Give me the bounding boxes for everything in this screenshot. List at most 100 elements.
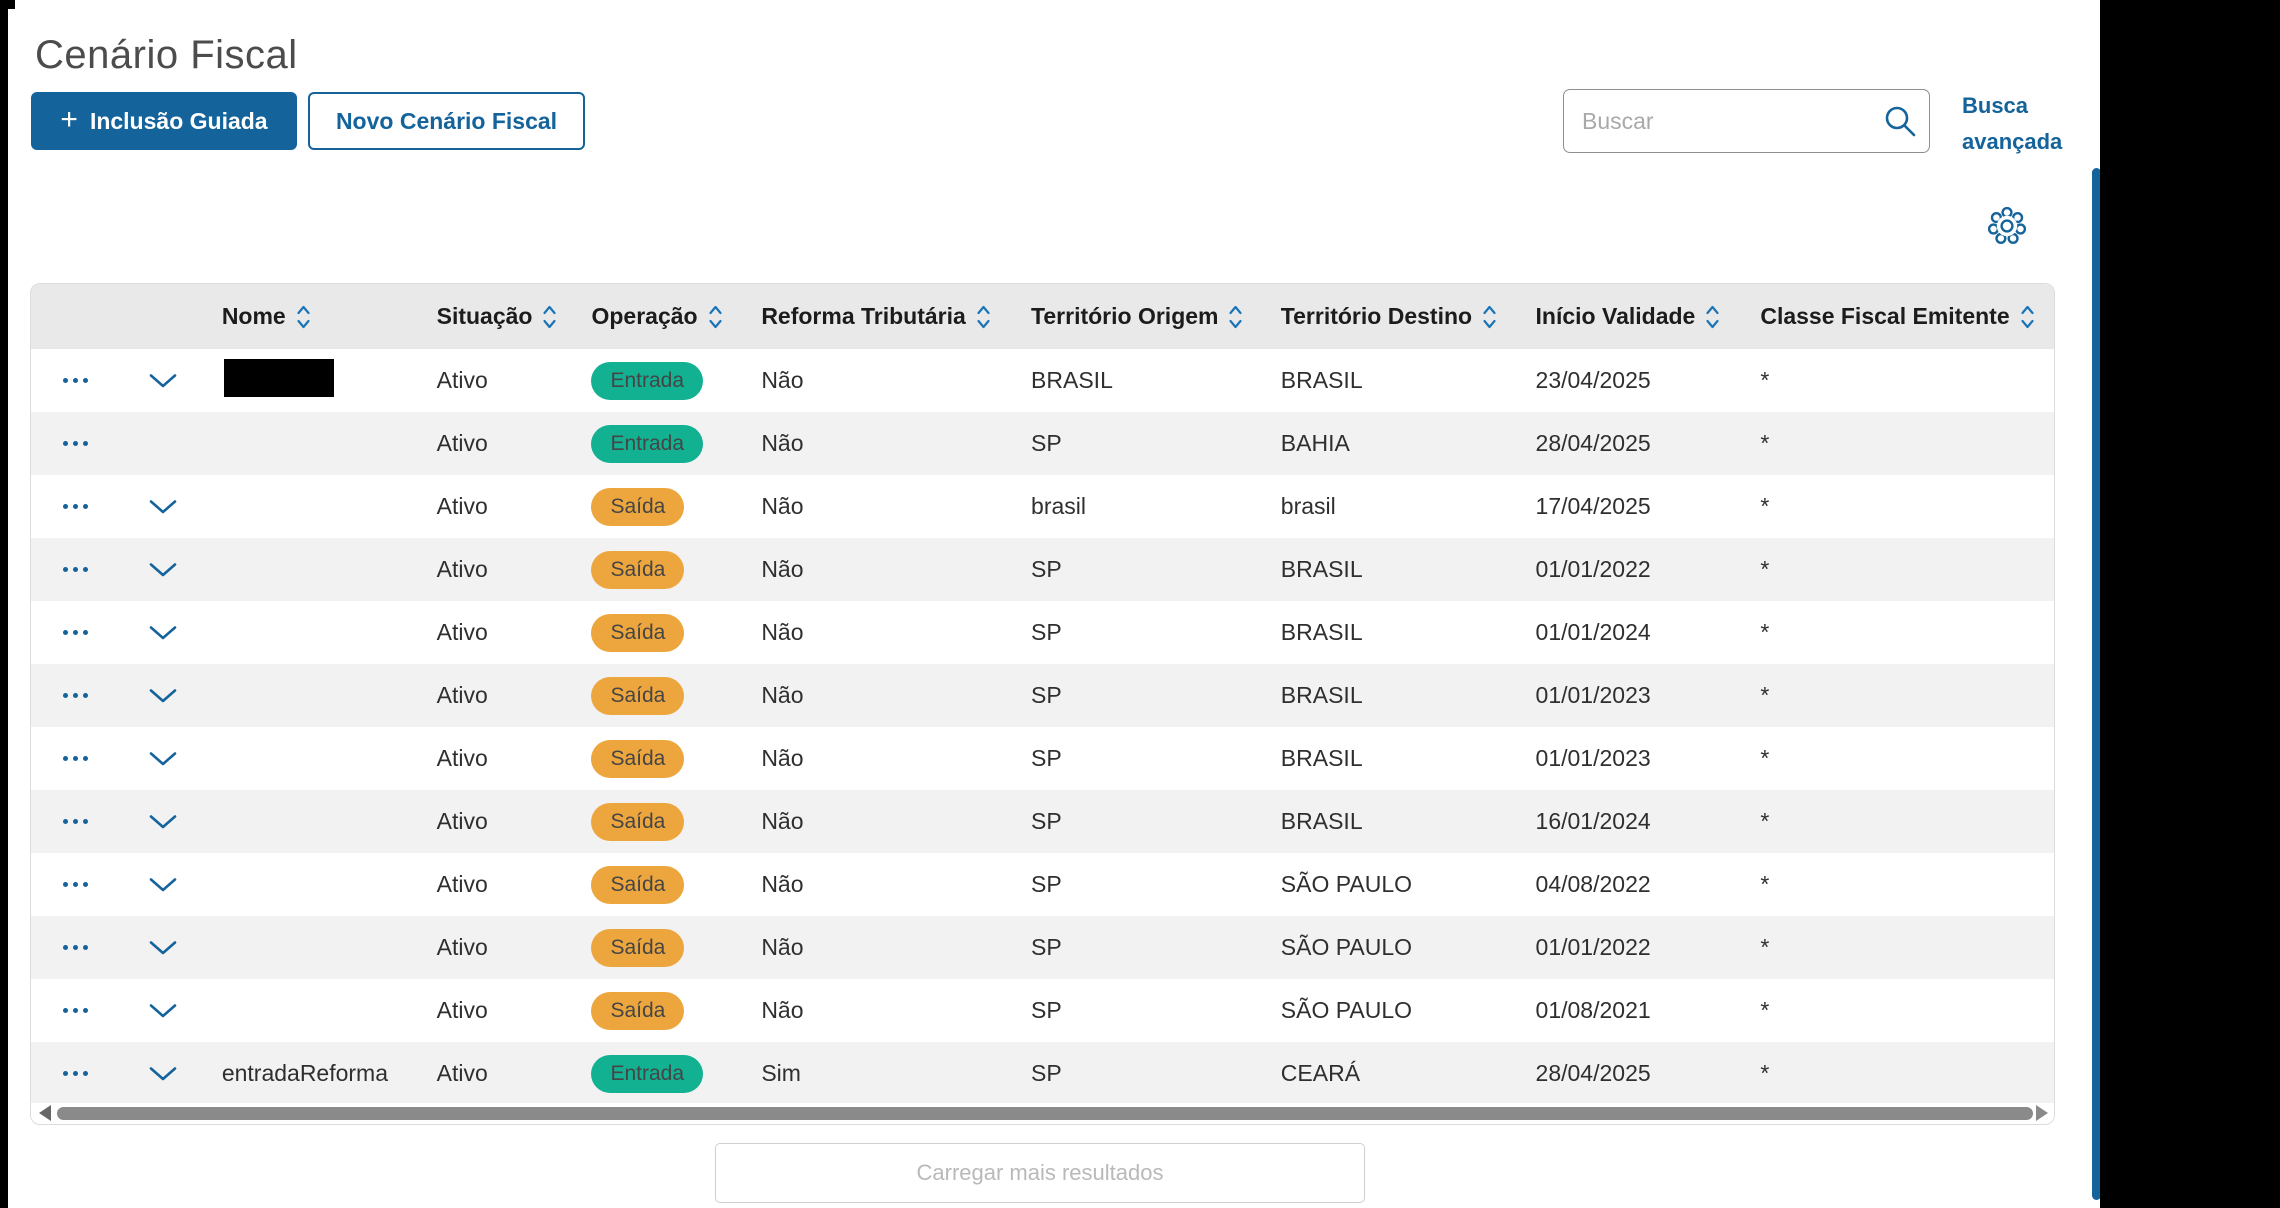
column-header-territory_origin[interactable]: Território Origem xyxy=(1015,303,1265,331)
search-input[interactable] xyxy=(1563,89,1930,153)
actions-cell xyxy=(31,624,121,641)
cell-territory_destination: SÃO PAULO xyxy=(1280,997,1413,1023)
sort-icon[interactable] xyxy=(1705,303,1720,331)
column-header-validity_start[interactable]: Início Validade xyxy=(1520,303,1745,331)
horizontal-scrollbar-thumb[interactable] xyxy=(57,1107,2033,1120)
more-options-icon[interactable] xyxy=(57,561,94,578)
cell-validity_start: 28/04/2025 xyxy=(1535,430,1651,456)
cell-territory_origin: brasil xyxy=(1031,493,1087,519)
chevron-down-icon[interactable] xyxy=(148,625,178,641)
column-header-issuer_fiscal_class[interactable]: Classe Fiscal Emitente xyxy=(1744,303,2054,331)
more-options-icon[interactable] xyxy=(57,876,94,893)
actions-cell xyxy=(31,1002,121,1019)
cell-territory_origin: SP xyxy=(1031,682,1062,708)
cell-issuer_fiscal_class: * xyxy=(1760,556,1770,582)
sort-icon[interactable] xyxy=(1482,303,1497,331)
expand-cell xyxy=(121,373,206,389)
cell-operation: Saída xyxy=(575,739,745,778)
more-options-icon[interactable] xyxy=(57,750,94,767)
sort-icon[interactable] xyxy=(296,303,311,331)
cell-territory_destination: BRASIL xyxy=(1280,556,1363,582)
sort-icon[interactable] xyxy=(542,303,557,331)
more-options-icon[interactable] xyxy=(57,1065,94,1082)
chevron-down-icon[interactable] xyxy=(148,373,178,389)
vertical-scrollbar-thumb[interactable] xyxy=(2092,168,2101,1200)
chevron-down-icon[interactable] xyxy=(148,751,178,767)
sort-icon[interactable] xyxy=(708,303,723,331)
cell-operation: Saída xyxy=(575,928,745,967)
cell-tax_reform: Não xyxy=(761,430,804,456)
more-options-icon[interactable] xyxy=(57,939,94,956)
more-options-icon[interactable] xyxy=(57,624,94,641)
horizontal-scrollbar[interactable] xyxy=(31,1103,2054,1124)
chevron-down-icon[interactable] xyxy=(148,940,178,956)
sort-icon[interactable] xyxy=(1228,303,1243,331)
chevron-down-icon[interactable] xyxy=(148,688,178,704)
cell-status: Ativo xyxy=(436,619,488,645)
cell-status: Ativo xyxy=(436,871,488,897)
inclusao-guiada-button[interactable]: + Inclusão Guiada xyxy=(31,92,297,150)
column-label: Território Destino xyxy=(1280,303,1473,329)
column-header-status[interactable]: Situação xyxy=(421,303,576,331)
chevron-down-icon[interactable] xyxy=(148,562,178,578)
more-options-icon[interactable] xyxy=(57,435,94,452)
column-header-tax_reform[interactable]: Reforma Tributária xyxy=(745,303,1015,331)
more-options-icon[interactable] xyxy=(57,372,94,389)
cell-territory_destination: CEARÁ xyxy=(1280,1060,1361,1086)
expand-cell xyxy=(121,814,206,830)
operation-badge: Entrada xyxy=(591,361,704,400)
column-header-territory_destination[interactable]: Território Destino xyxy=(1265,303,1520,331)
actions-cell xyxy=(31,813,121,830)
chevron-down-icon[interactable] xyxy=(148,1003,178,1019)
table-row: Ativo Saída Não SP SÃO PAULO 04/08/2022 * xyxy=(31,853,2054,916)
cell-tax_reform: Não xyxy=(761,871,804,897)
left-black-bar xyxy=(0,0,8,1208)
operation-badge: Saída xyxy=(591,550,685,589)
table-body: Ativo Entrada Não BRASIL BRASIL 23/04/2025 * At… xyxy=(31,349,2054,1105)
cell-issuer_fiscal_class: * xyxy=(1760,682,1770,708)
chevron-down-icon[interactable] xyxy=(148,499,178,515)
cell-tax_reform: Não xyxy=(761,493,804,519)
actions-cell xyxy=(31,876,121,893)
table-row: Ativo Saída Não SP SÃO PAULO 01/01/2022 * xyxy=(31,916,2054,979)
page-title: Cenário Fiscal xyxy=(35,32,298,77)
cell-operation: Saída xyxy=(575,613,745,652)
cell-status: Ativo xyxy=(436,997,488,1023)
chevron-down-icon[interactable] xyxy=(148,814,178,830)
more-options-icon[interactable] xyxy=(57,1002,94,1019)
column-label: Nome xyxy=(221,303,286,329)
cell-name xyxy=(206,358,421,403)
operation-badge: Saída xyxy=(591,991,685,1030)
cell-validity_start: 17/04/2025 xyxy=(1535,493,1651,519)
cell-tax_reform: Sim xyxy=(761,1060,801,1086)
column-header-name[interactable]: Nome xyxy=(206,303,421,331)
search-icon[interactable] xyxy=(1882,103,1918,139)
sort-icon[interactable] xyxy=(2020,303,2035,331)
cell-name: entradaReforma xyxy=(206,1060,421,1087)
cenario-fiscal-table: Nome Situação Operação Reforma Tributária Te… xyxy=(30,283,2055,1125)
table-row: entradaReforma Ativo Entrada Sim SP CEARÁ 28/0… xyxy=(31,1042,2054,1105)
more-options-icon[interactable] xyxy=(57,813,94,830)
actions-cell xyxy=(31,498,121,515)
chevron-down-icon[interactable] xyxy=(148,1066,178,1082)
actions-cell xyxy=(31,939,121,956)
gear-icon[interactable] xyxy=(1988,207,2026,245)
cell-operation: Saída xyxy=(575,865,745,904)
busca-avancada-link[interactable]: Busca avançada xyxy=(1962,88,2072,160)
scroll-right-arrow-icon[interactable] xyxy=(2036,1105,2048,1121)
column-label: Reforma Tributária xyxy=(761,303,966,329)
more-options-icon[interactable] xyxy=(57,498,94,515)
cell-tax_reform: Não xyxy=(761,997,804,1023)
sort-icon[interactable] xyxy=(976,303,991,331)
cell-issuer_fiscal_class: * xyxy=(1760,808,1770,834)
column-header-operation[interactable]: Operação xyxy=(575,303,745,331)
cell-territory_origin: SP xyxy=(1031,745,1062,771)
chevron-down-icon[interactable] xyxy=(148,877,178,893)
novo-cenario-fiscal-button[interactable]: Novo Cenário Fiscal xyxy=(308,92,585,150)
scroll-left-arrow-icon[interactable] xyxy=(39,1105,51,1121)
cell-tax_reform: Não xyxy=(761,556,804,582)
plus-icon: + xyxy=(60,102,78,136)
cell-territory_origin: SP xyxy=(1031,934,1062,960)
more-options-icon[interactable] xyxy=(57,687,94,704)
load-more-button[interactable]: Carregar mais resultados xyxy=(715,1143,1365,1203)
